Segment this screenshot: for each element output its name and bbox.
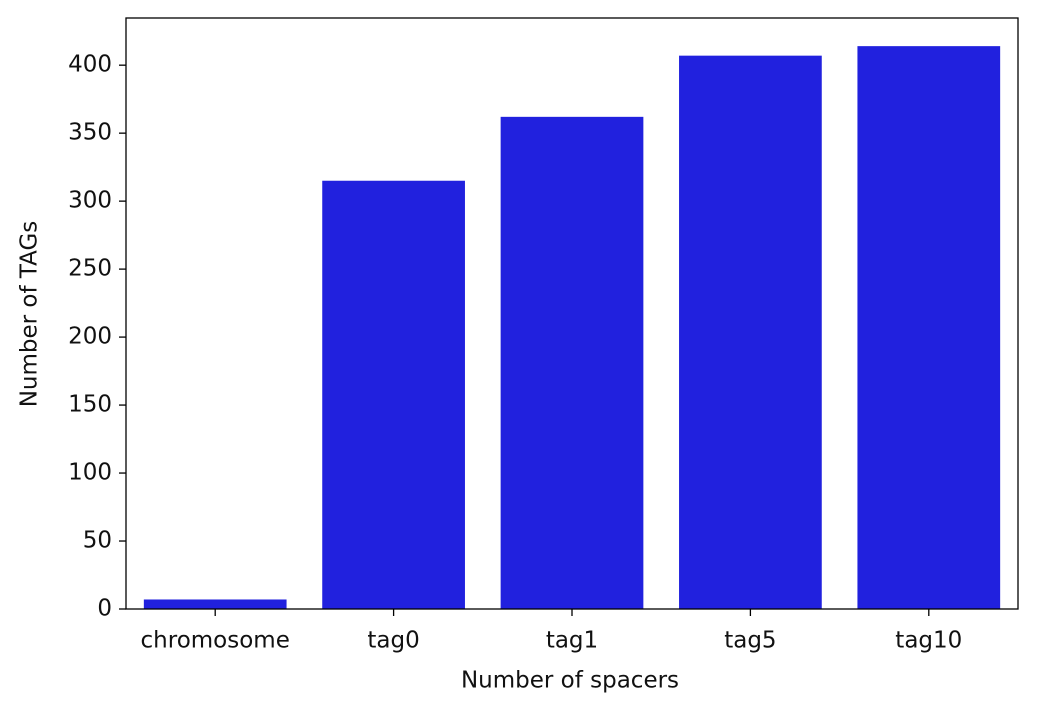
x-axis-label: Number of spacers <box>461 668 679 694</box>
y-tick-label: 250 <box>68 256 112 282</box>
y-tick-label: 400 <box>68 52 112 78</box>
bar <box>143 599 287 609</box>
x-tick-label: tag5 <box>724 628 776 654</box>
bar <box>322 180 465 609</box>
x-tick-label: tag0 <box>367 628 419 654</box>
y-tick-label: 200 <box>68 324 112 350</box>
plot-frame <box>125 17 1019 610</box>
y-tick-label: 50 <box>83 528 112 554</box>
y-tick-label: 0 <box>97 596 112 622</box>
y-tick-label: 300 <box>68 188 112 214</box>
x-tick-label: tag10 <box>895 628 962 654</box>
x-tick-label: tag1 <box>546 628 598 654</box>
y-tick-label: 150 <box>68 392 112 418</box>
bar <box>679 55 822 609</box>
bar <box>857 46 1001 609</box>
y-tick-label: 100 <box>68 460 112 486</box>
x-tick-label: chromosome <box>141 628 290 654</box>
bar <box>500 116 644 609</box>
y-tick-label: 350 <box>68 120 112 146</box>
y-axis-label: Number of TAGs <box>17 221 43 408</box>
